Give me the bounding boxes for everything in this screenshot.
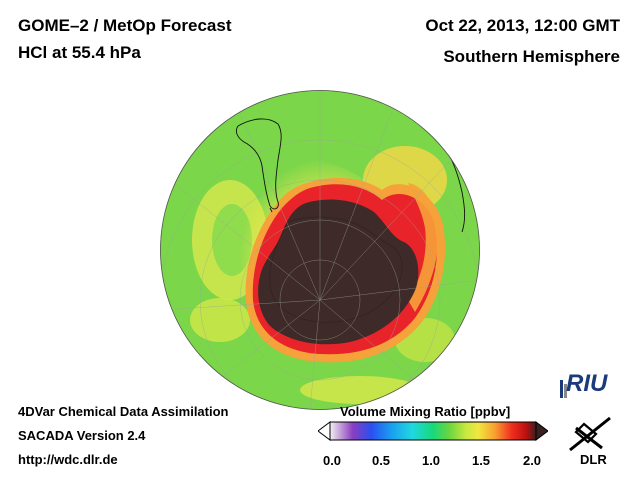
footer-line-1: 4DVar Chemical Data Assimilation [18, 404, 229, 419]
colorbar-tick: 1.5 [471, 453, 491, 468]
riu-logo: RIU [566, 370, 608, 397]
orange-streak-east [408, 183, 439, 312]
yellow-patch-southwest [190, 298, 250, 342]
colorbar-svg [317, 421, 549, 441]
tierra-del-fuego [269, 207, 273, 213]
title-line-2: HCl at 55.4 hPa [18, 43, 141, 62]
colorbar-title: Volume Mixing Ratio [ppbv] [340, 404, 511, 419]
globe-edge [160, 90, 480, 410]
title-line-1: GOME–2 / MetOp Forecast [18, 16, 232, 35]
colorbar-gradient [329, 421, 537, 441]
south-america-coast [235, 118, 282, 210]
colorbar-tick: 0.0 [322, 453, 342, 468]
footer-url: http://wdc.dlr.de [18, 452, 118, 467]
globe-map [160, 90, 480, 410]
globe-svg [160, 90, 480, 410]
colorbar [317, 420, 549, 442]
dlr-logo: DLR [580, 452, 607, 467]
footer-line-2: SACADA Version 2.4 [18, 428, 146, 443]
graticule [160, 90, 480, 410]
africa-coast [443, 145, 466, 233]
colorbar-tick: 1.0 [421, 453, 441, 468]
dlr-logo-mark [569, 416, 611, 452]
colorbar-min-arrow [317, 421, 331, 441]
region-label: Southern Hemisphere [443, 47, 620, 66]
colorbar-tick: 2.0 [522, 453, 542, 468]
colorbar-tick: 0.5 [371, 453, 391, 468]
date-label: Oct 22, 2013, 12:00 GMT [425, 16, 620, 35]
colorbar-max-arrow [535, 421, 549, 441]
ozone-hole [258, 199, 419, 345]
riu-logo-mark [560, 380, 567, 398]
antarctica-outline [269, 216, 403, 323]
